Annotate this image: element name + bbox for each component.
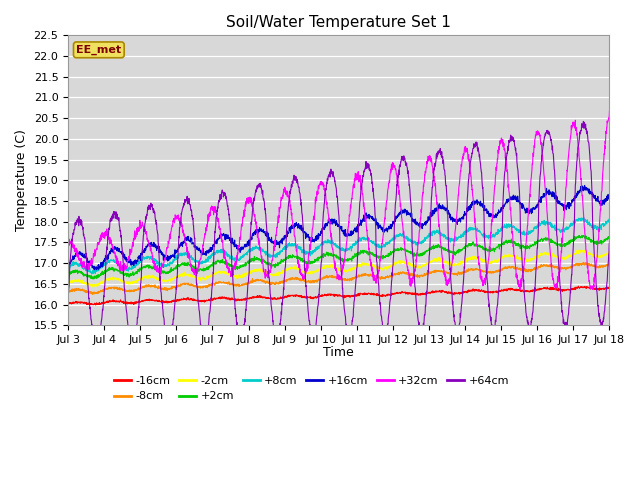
+32cm [64, 237, 72, 243]
+16cm [92, 267, 100, 273]
-8cm [367, 271, 374, 277]
+64cm [573, 158, 580, 164]
-8cm [573, 262, 580, 267]
-2cm [605, 249, 613, 255]
+2cm [367, 249, 374, 255]
+2cm [355, 250, 362, 255]
+2cm [89, 276, 97, 282]
Line: +64cm: +64cm [68, 121, 609, 346]
+32cm [573, 132, 580, 138]
+8cm [580, 215, 588, 220]
+64cm [580, 119, 588, 124]
-2cm [216, 268, 223, 274]
-2cm [88, 284, 95, 290]
Line: -2cm: -2cm [68, 250, 609, 287]
+8cm [558, 228, 566, 234]
+8cm [496, 228, 504, 234]
+2cm [64, 271, 72, 277]
+16cm [605, 194, 613, 200]
+16cm [64, 264, 72, 269]
Line: +16cm: +16cm [68, 185, 609, 270]
+16cm [355, 224, 362, 230]
+2cm [558, 242, 566, 248]
-16cm [558, 287, 566, 292]
+8cm [64, 263, 72, 269]
+2cm [216, 259, 223, 265]
-16cm [573, 285, 580, 291]
+64cm [496, 266, 504, 272]
-2cm [558, 256, 566, 262]
+32cm [366, 257, 374, 263]
+8cm [573, 218, 580, 224]
+32cm [215, 226, 223, 231]
+64cm [558, 308, 566, 314]
-8cm [558, 264, 566, 270]
+16cm [573, 193, 580, 199]
+16cm [367, 214, 374, 219]
-8cm [496, 268, 504, 274]
-16cm [605, 285, 613, 290]
+16cm [216, 236, 223, 241]
+32cm [552, 287, 559, 293]
Title: Soil/Water Temperature Set 1: Soil/Water Temperature Set 1 [227, 15, 451, 30]
Line: -8cm: -8cm [68, 263, 609, 294]
+64cm [367, 167, 374, 173]
+2cm [580, 233, 588, 239]
+32cm [605, 108, 613, 114]
-16cm [92, 302, 100, 308]
-16cm [367, 291, 374, 297]
-8cm [580, 260, 588, 265]
+64cm [216, 197, 223, 203]
+16cm [496, 209, 504, 215]
+8cm [605, 216, 613, 221]
-2cm [573, 250, 580, 256]
-8cm [216, 280, 223, 286]
Y-axis label: Temperature (C): Temperature (C) [15, 129, 28, 231]
-2cm [577, 247, 585, 253]
-8cm [605, 261, 613, 267]
Line: +8cm: +8cm [68, 217, 609, 274]
Legend: -16cm, -8cm, -2cm, +2cm, +8cm, +16cm, +32cm, +64cm: -16cm, -8cm, -2cm, +2cm, +8cm, +16cm, +3… [110, 372, 513, 406]
-2cm [367, 263, 374, 268]
-8cm [64, 290, 72, 296]
+64cm [355, 221, 362, 227]
+32cm [355, 169, 362, 175]
+8cm [216, 249, 223, 255]
+32cm [496, 139, 504, 145]
Line: -16cm: -16cm [68, 286, 609, 305]
+2cm [496, 243, 504, 249]
-16cm [496, 288, 504, 294]
+2cm [605, 235, 613, 240]
+8cm [355, 238, 362, 243]
-16cm [64, 300, 72, 306]
+2cm [573, 234, 580, 240]
-16cm [216, 295, 223, 300]
+32cm [558, 243, 566, 249]
+64cm [605, 240, 613, 245]
Text: EE_met: EE_met [76, 45, 122, 55]
-16cm [355, 291, 362, 297]
+16cm [580, 182, 588, 188]
-2cm [355, 264, 362, 269]
+64cm [64, 295, 72, 301]
+16cm [558, 202, 566, 208]
+8cm [367, 238, 374, 244]
+8cm [88, 271, 95, 277]
-2cm [64, 280, 72, 286]
X-axis label: Time: Time [323, 347, 354, 360]
Line: +2cm: +2cm [68, 236, 609, 279]
Line: +32cm: +32cm [68, 111, 609, 290]
-8cm [355, 273, 362, 278]
-8cm [89, 291, 97, 297]
-2cm [496, 256, 504, 262]
-16cm [575, 283, 582, 289]
+64cm [128, 343, 136, 348]
